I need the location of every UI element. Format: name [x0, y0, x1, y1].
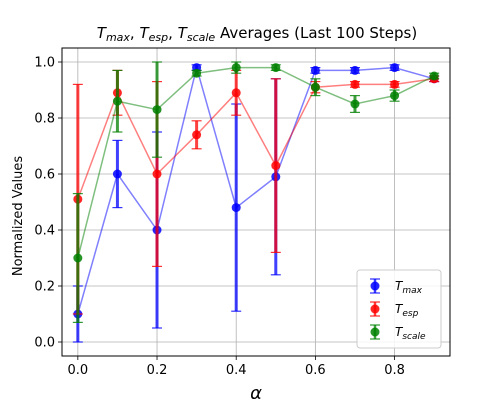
- data-point: [73, 253, 83, 263]
- data-point: [192, 68, 202, 78]
- data-point: [152, 169, 162, 179]
- legend-label: Tscale: [395, 325, 426, 342]
- x-tick-label: 0.0: [67, 363, 88, 378]
- x-tick-label: 0.6: [305, 363, 326, 378]
- x-tick-label: 0.8: [384, 363, 405, 378]
- y-tick-label: 0.0: [34, 336, 55, 351]
- data-point: [390, 79, 400, 89]
- series-line: [77, 64, 435, 315]
- data-point: [112, 169, 122, 179]
- ticks: 0.0 0.2 0.4 0.6 0.8 0.0 0.2 0.4 0.6 0.8 1.0: [34, 56, 405, 379]
- data-point: [152, 105, 162, 115]
- data-point: [271, 161, 281, 171]
- y-tick-label: 0.8: [34, 112, 55, 127]
- data-point: [192, 130, 202, 140]
- series-line: [77, 66, 435, 259]
- data-point: [390, 63, 400, 73]
- data-point: [350, 79, 360, 89]
- legend-marker: [370, 327, 380, 337]
- data-point: [350, 99, 360, 109]
- chart-title: Tmax, Tesp, Tscale Averages (Last 100 St…: [97, 24, 417, 44]
- legend-marker: [370, 281, 380, 291]
- x-tick-label: 0.4: [226, 363, 247, 378]
- y-tick-label: 0.6: [34, 168, 55, 183]
- y-tick-label: 0.2: [34, 280, 55, 295]
- y-tick-label: 0.4: [34, 224, 55, 239]
- y-tick-label: 1.0: [34, 56, 55, 71]
- legend: Tmax Tesp Tscale: [356, 269, 442, 349]
- data-point: [231, 63, 241, 73]
- plot-frame: [61, 47, 451, 357]
- data-point: [112, 96, 122, 106]
- x-axis-label: α: [250, 383, 262, 400]
- legend-marker: [370, 304, 380, 314]
- x-tick-label: 0.2: [147, 363, 168, 378]
- data-point: [231, 203, 241, 213]
- legend-label: Tmax: [395, 279, 423, 296]
- data-point: [231, 88, 241, 98]
- legend-label: Tesp: [395, 302, 419, 319]
- series-scale: [72, 61, 440, 323]
- data-point: [350, 65, 360, 75]
- data-point: [429, 71, 439, 81]
- series-layer: [72, 61, 440, 343]
- y-axis-label: Normalized Values: [11, 156, 26, 277]
- data-point: [310, 82, 320, 92]
- legend-box: [356, 269, 442, 349]
- data-point: [390, 91, 400, 101]
- data-point: [271, 63, 281, 73]
- data-point: [310, 65, 320, 75]
- series-line: [77, 78, 435, 200]
